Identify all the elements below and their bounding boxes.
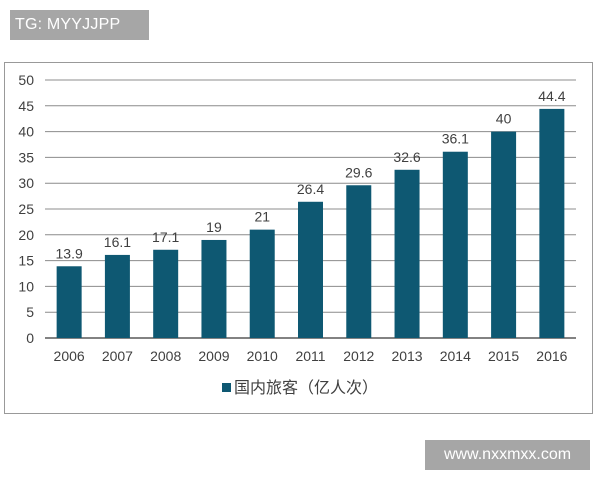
x-axis-ticks: 2006 2007 2008 2009 2010 2011 2012 2013 2014 2015… [54, 348, 568, 364]
bar-2015 [491, 131, 517, 338]
y-tick-label: 10 [18, 278, 34, 294]
y-tick-label: 20 [18, 227, 34, 243]
data-labels: 13.9 16.1 17.1 19 21 26.4 29.6 32.6 36.1 40 44.4 [56, 88, 566, 261]
data-label: 16.1 [104, 234, 131, 250]
watermark-top-left: TG: MYYJJPP [10, 10, 149, 40]
bar-2007 [104, 254, 130, 338]
data-label: 26.4 [297, 181, 324, 197]
bar-2009 [201, 239, 227, 338]
data-label: 32.6 [393, 149, 420, 165]
legend: 国内旅客（亿人次） [222, 379, 378, 397]
x-tick-label: 2013 [391, 348, 422, 364]
x-tick-label: 2010 [247, 348, 278, 364]
y-tick-label: 30 [18, 175, 34, 191]
y-tick-label: 0 [26, 330, 34, 346]
bar-2012 [346, 185, 372, 338]
x-tick-label: 2015 [488, 348, 519, 364]
y-tick-label: 35 [18, 149, 34, 165]
data-label: 40 [496, 111, 512, 127]
y-tick-label: 5 [26, 304, 34, 320]
x-tick-label: 2006 [54, 348, 85, 364]
x-tick-label: 2012 [343, 348, 374, 364]
data-label: 19 [206, 219, 222, 235]
data-label: 36.1 [442, 131, 469, 147]
y-tick-label: 50 [18, 72, 34, 88]
bar-2013 [394, 169, 420, 338]
data-label: 21 [254, 209, 270, 225]
x-tick-label: 2007 [102, 348, 133, 364]
legend-swatch-icon [222, 383, 231, 392]
bar-2011 [298, 201, 323, 338]
y-axis-ticks: 0 5 10 15 20 25 30 35 40 45 50 [18, 72, 34, 346]
bar-2014 [442, 151, 468, 338]
x-tick-label: 2011 [295, 348, 325, 364]
x-tick-label: 2014 [440, 348, 471, 364]
y-tick-label: 40 [18, 124, 34, 140]
data-label: 17.1 [152, 229, 179, 245]
bars [56, 108, 565, 338]
x-tick-label: 2009 [198, 348, 229, 364]
bar-chart: 0 5 10 15 20 25 30 35 40 45 50 13.9 16.1 17.1 19 21 26.… [18, 72, 576, 397]
data-label: 29.6 [345, 164, 372, 180]
y-tick-label: 15 [18, 253, 34, 269]
chart-container: 0 5 10 15 20 25 30 35 40 45 50 13.9 16.1 17.1 19 21 26.… [4, 62, 593, 414]
watermark-bottom-right: www.nxxmxx.com [425, 440, 590, 470]
bar-2016 [539, 108, 565, 338]
y-tick-label: 45 [18, 98, 34, 114]
bar-2010 [249, 229, 275, 338]
data-label: 44.4 [538, 88, 565, 104]
bar-2008 [153, 249, 179, 338]
data-label: 13.9 [56, 245, 83, 261]
y-tick-label: 25 [18, 201, 34, 217]
x-tick-label: 2008 [150, 348, 181, 364]
x-tick-label: 2016 [536, 348, 567, 364]
bar-2006 [56, 266, 82, 338]
legend-label: 国内旅客（亿人次） [234, 379, 378, 397]
